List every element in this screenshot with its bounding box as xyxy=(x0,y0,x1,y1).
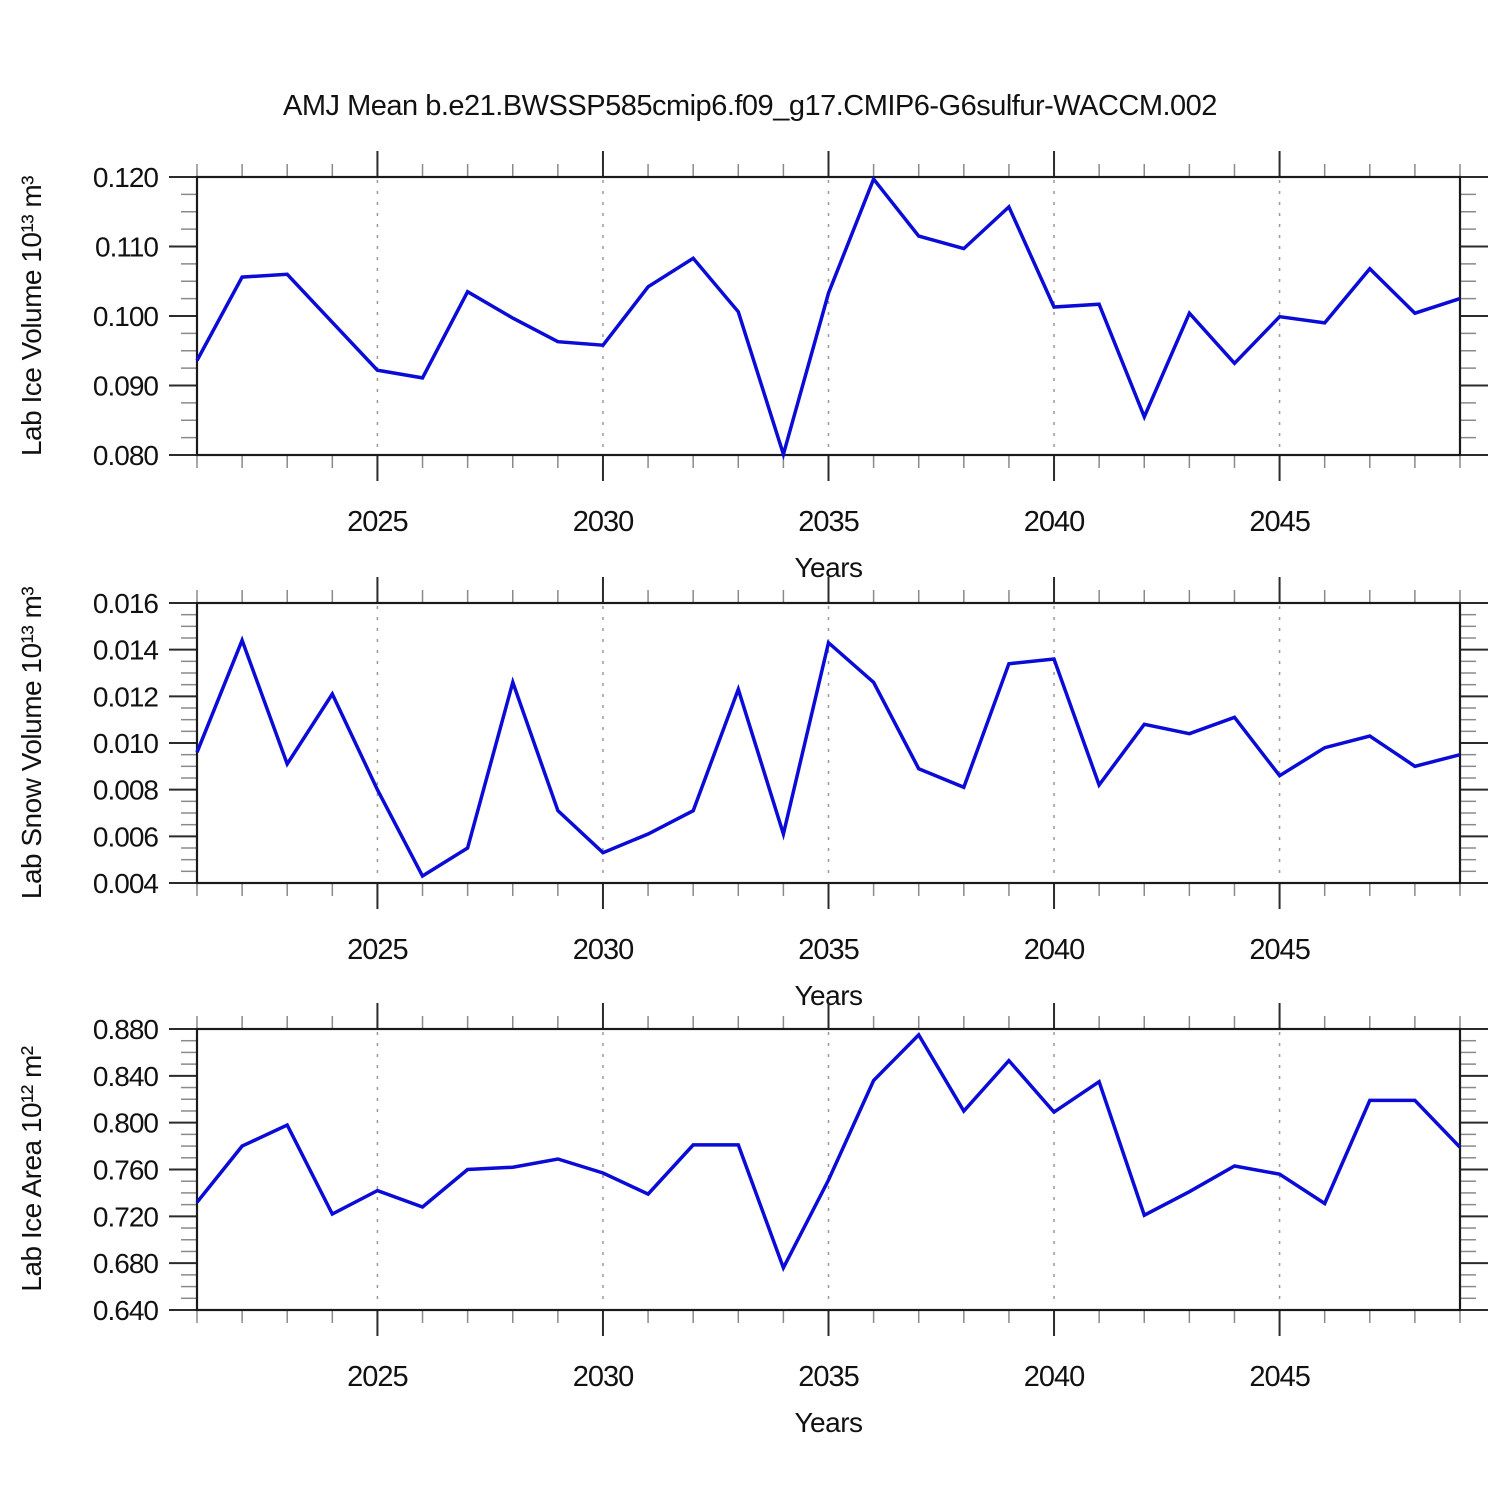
x-tick-label: 2045 xyxy=(1249,506,1310,538)
gridlines xyxy=(376,606,1281,880)
x-ticks xyxy=(196,1003,1461,1336)
y-tick-label: 0.760 xyxy=(93,1155,158,1186)
y-ticks xyxy=(169,176,1488,456)
x-tick-label: 2040 xyxy=(1024,1361,1085,1393)
y-tick-label: 0.880 xyxy=(93,1014,158,1045)
x-ticks xyxy=(196,151,1461,481)
y-tick-label: 0.006 xyxy=(93,821,158,852)
x-tick-label: 2025 xyxy=(347,1361,408,1393)
x-tick-label: 2030 xyxy=(573,1361,634,1393)
y-ticks xyxy=(169,602,1488,884)
y-tick-labels: 0.004 0.006 0.008 0.010 0.012 0.014 0.016 xyxy=(93,588,159,899)
y-tick-label: 0.008 xyxy=(93,775,158,806)
y-tick-label: 0.080 xyxy=(93,440,158,471)
data-line-ice-volume xyxy=(195,175,1461,461)
y-tick-label: 0.640 xyxy=(93,1295,158,1326)
x-tick-label: 2035 xyxy=(798,1361,859,1393)
y-ticks xyxy=(169,1028,1488,1311)
x-tick-label: 2040 xyxy=(1024,506,1085,538)
x-tick-label: 2030 xyxy=(573,934,634,966)
y-tick-label: 0.800 xyxy=(93,1108,158,1139)
x-tick-label: 2030 xyxy=(573,506,634,538)
x-tick-labels: 2025 2030 2035 2040 2045 xyxy=(347,934,1311,966)
y-tick-labels: 0.080 0.090 0.100 0.110 0.120 xyxy=(93,162,159,471)
y-tick-label: 0.110 xyxy=(95,232,158,263)
y-tick-label: 0.120 xyxy=(93,162,158,193)
x-tick-labels: 2025 2030 2035 2040 2045 xyxy=(347,506,1311,538)
data-line-snow-volume xyxy=(195,635,1461,879)
x-tick-label: 2045 xyxy=(1249,1361,1310,1393)
gridlines xyxy=(376,180,1281,452)
y-tick-labels: 0.640 0.680 0.720 0.760 0.800 0.840 0.880 xyxy=(93,1014,159,1326)
panel-frame xyxy=(195,601,1462,885)
y-tick-label: 0.016 xyxy=(93,588,158,619)
x-tick-label: 2035 xyxy=(798,934,859,966)
x-tick-label: 2045 xyxy=(1249,934,1310,966)
chart-title: AMJ Mean b.e21.BWSSP585cmip6.f09_g17.CMI… xyxy=(283,90,1217,122)
x-tick-label: 2025 xyxy=(347,506,408,538)
y-tick-label: 0.004 xyxy=(93,868,158,899)
x-axis-label-ice-area: Years xyxy=(794,1407,862,1438)
x-tick-label: 2040 xyxy=(1024,934,1085,966)
data-line-ice-area xyxy=(195,1032,1462,1273)
y-tick-label: 0.010 xyxy=(93,728,158,759)
panel-ice-volume: 0.080 0.090 0.100 0.110 0.120 2025 2030 2035 204… xyxy=(93,151,1488,583)
y-tick-label: 0.090 xyxy=(93,371,158,402)
panel-frame xyxy=(195,1027,1462,1312)
x-tick-label: 2025 xyxy=(347,934,408,966)
y-tick-label: 0.720 xyxy=(93,1201,158,1232)
x-ticks xyxy=(196,577,1461,909)
y-tick-label: 0.100 xyxy=(93,301,158,332)
x-tick-label: 2035 xyxy=(798,506,859,538)
panel-frame xyxy=(195,175,1462,457)
x-tick-labels: 2025 2030 2035 2040 2045 xyxy=(347,1361,1311,1393)
gridlines xyxy=(376,1032,1281,1307)
y-tick-label: 0.014 xyxy=(93,635,158,666)
y-tick-label: 0.680 xyxy=(93,1248,158,1279)
y-tick-label: 0.840 xyxy=(93,1061,158,1092)
y-tick-label: 0.012 xyxy=(93,681,158,712)
